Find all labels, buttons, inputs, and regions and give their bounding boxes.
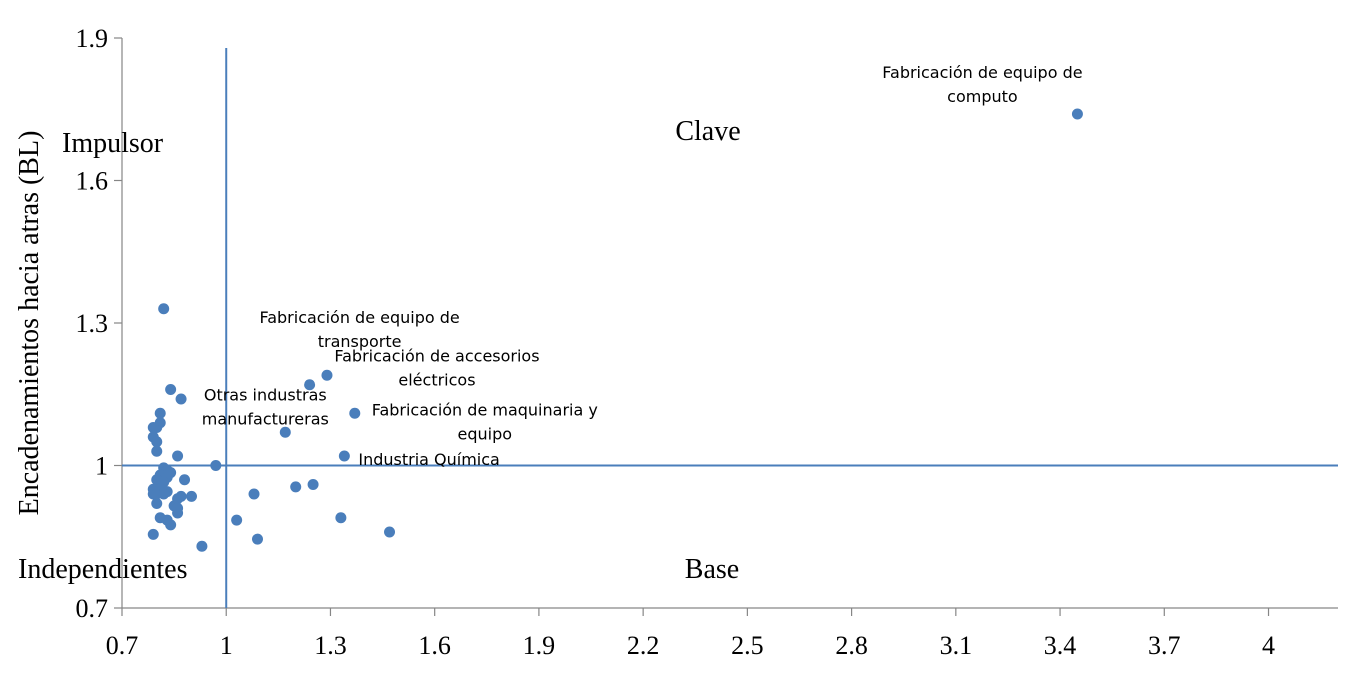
x-tick-label: 3.4: [1044, 631, 1077, 660]
data-points: [147, 108, 1083, 552]
data-point: [158, 303, 170, 315]
data-point: [384, 526, 396, 538]
x-tick-label: 0.7: [106, 631, 139, 660]
quadrant-label-base: Base: [685, 554, 739, 585]
point-annotation: Otras industras manufactureras: [202, 385, 329, 428]
x-tick-label: 2.5: [731, 631, 764, 660]
data-point: [147, 422, 159, 433]
data-point: [185, 490, 197, 502]
annotation-line: Otras industras: [204, 385, 327, 404]
data-point: [154, 407, 166, 419]
y-tick-label: 1.3: [76, 309, 109, 338]
data-point: [196, 540, 208, 552]
axes-layer: 0.7 1 1.3 1.6 1.9 0.7 1 1.3 1.6 1.9 2.2 2.5 2.8 3.1 3.…: [76, 24, 1338, 660]
x-tick-label: 1.6: [418, 631, 451, 660]
x-tick-label: 2.8: [835, 631, 868, 660]
data-point: [147, 528, 159, 540]
data-point: [175, 393, 187, 405]
annotation-line: Fabricación de equipo de: [259, 308, 459, 327]
annotation-line: Fabricación de accesorios: [334, 346, 539, 365]
data-point: [279, 426, 291, 438]
data-point: [349, 407, 361, 419]
data-point: [172, 507, 184, 519]
y-tick-label: 1.9: [76, 24, 109, 53]
data-point: [307, 479, 319, 490]
quadrant-label-clave: Clave: [675, 116, 740, 147]
data-point: [251, 533, 263, 545]
annotation-line: computo: [947, 87, 1018, 106]
annotation-line: equipo: [458, 424, 513, 443]
annotation-line: Industria Química: [358, 450, 500, 469]
annotation-line: Fabricación de equipo de: [882, 63, 1082, 82]
point-annotation: Fabricación de equipo de transporte: [259, 308, 459, 351]
data-point: [1071, 108, 1083, 120]
data-point: [321, 369, 333, 381]
point-annotation: Fabricación de accesorios eléctricos: [334, 346, 539, 389]
quadrant-label-impulsor: Impulsor: [62, 128, 164, 159]
x-tick-label: 1.9: [523, 631, 556, 660]
x-tick-label: 3.7: [1148, 631, 1181, 660]
data-point: [210, 460, 222, 471]
data-point: [165, 519, 177, 531]
x-tick-label: 1.3: [314, 631, 347, 660]
y-tick-label: 1: [95, 452, 108, 481]
annotation-line: transporte: [318, 332, 402, 351]
x-tick-label: 4: [1262, 631, 1275, 660]
x-tick-label: 3.1: [940, 631, 973, 660]
point-annotation: Fabricación de maquinaria y equipo: [372, 400, 598, 443]
data-point: [179, 474, 191, 486]
data-point: [151, 445, 163, 457]
y-tick-label: 1.6: [76, 167, 109, 196]
x-tick-label: 2.2: [627, 631, 660, 660]
data-point: [338, 450, 350, 462]
annotations: Fabricación de equipo de computoFabricaci…: [202, 63, 1083, 469]
annotation-line: Fabricación de maquinaria y: [372, 400, 598, 419]
annotation-line: eléctricos: [398, 370, 475, 389]
data-point: [304, 379, 316, 391]
annotation-line: manufactureras: [202, 409, 329, 428]
x-tick-label: 1: [220, 631, 233, 660]
point-annotation: Fabricación de equipo de computo: [882, 63, 1082, 106]
data-point: [165, 384, 177, 395]
data-point: [290, 481, 302, 493]
reference-lines: [122, 48, 1338, 608]
quadrant-label-independientes: Independientes: [18, 554, 188, 585]
data-point: [231, 514, 243, 526]
data-point: [151, 498, 163, 509]
point-annotation: Industria Química: [358, 450, 500, 469]
data-point: [172, 450, 184, 462]
data-point: [335, 512, 347, 524]
data-point: [248, 488, 260, 500]
data-point: [158, 488, 170, 500]
y-tick-label: 0.7: [76, 594, 109, 623]
data-point: [151, 436, 163, 448]
quadrant-labels: Impulsor Clave Independientes Base: [18, 116, 741, 585]
y-axis-label: Encadenamientos hacia atras (BL): [14, 131, 45, 516]
